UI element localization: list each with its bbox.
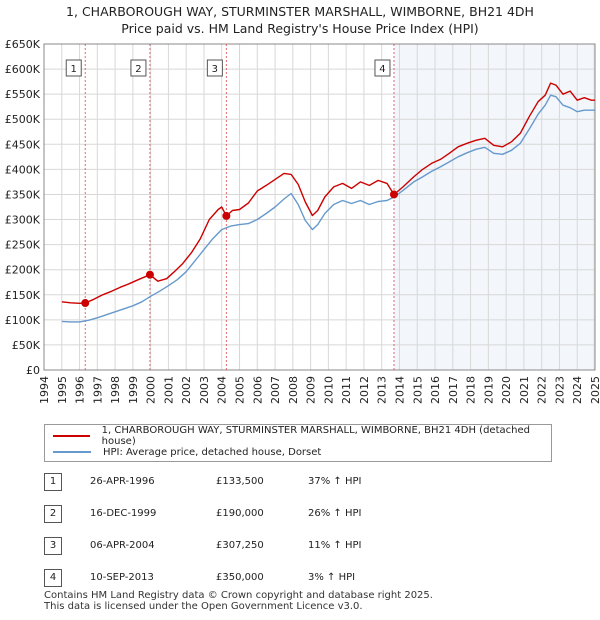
x-tick-label: 2011 bbox=[340, 376, 353, 404]
x-tick-label: 2012 bbox=[358, 376, 371, 404]
sale-number-badge: 2 bbox=[44, 505, 62, 523]
x-tick-label: 2019 bbox=[482, 376, 495, 404]
legend-swatch-property bbox=[53, 435, 90, 437]
x-tick-label: 2015 bbox=[411, 376, 424, 404]
sale-hpi-change: 37% ↑ HPI bbox=[308, 476, 362, 487]
legend: 1, CHARBOROUGH WAY, STURMINSTER MARSHALL… bbox=[44, 424, 552, 462]
sale-marker-label: 2 bbox=[135, 64, 141, 75]
x-tick-label: 1996 bbox=[74, 376, 87, 404]
sale-marker-box bbox=[374, 59, 391, 77]
x-tick-label: 2009 bbox=[305, 376, 318, 404]
x-tick-label: 2010 bbox=[322, 376, 335, 404]
sale-marker-box bbox=[130, 59, 147, 77]
sale-row: 3 06-APR-2004 £307,250 11% ↑ HPI bbox=[44, 537, 564, 557]
sale-marker-label: 4 bbox=[379, 64, 385, 75]
x-tick-label: 2018 bbox=[465, 376, 478, 404]
title-line-1: 1, CHARBOROUGH WAY, STURMINSTER MARSHALL… bbox=[66, 4, 534, 19]
y-tick-label: £400K bbox=[5, 163, 41, 176]
sale-point bbox=[81, 299, 90, 308]
sale-hpi-change: 26% ↑ HPI bbox=[308, 508, 362, 519]
future-region bbox=[593, 44, 595, 370]
y-tick-label: £550K bbox=[5, 88, 41, 101]
x-tick-label: 2023 bbox=[553, 376, 566, 404]
ownership-band bbox=[393, 44, 595, 370]
y-tick-label: £0 bbox=[26, 364, 40, 377]
sale-marker-label: 3 bbox=[212, 64, 218, 75]
y-tick-label: £300K bbox=[5, 214, 41, 227]
sale-price: £190,000 bbox=[216, 508, 264, 519]
legend-swatch-hpi bbox=[53, 451, 91, 453]
plot-border bbox=[43, 43, 596, 371]
y-tick-label: £50K bbox=[12, 339, 41, 352]
x-tick-label: 2005 bbox=[234, 376, 247, 404]
sale-row: 2 16-DEC-1999 £190,000 26% ↑ HPI bbox=[44, 505, 564, 525]
sale-date: 06-APR-2004 bbox=[90, 540, 155, 551]
sale-row: 1 26-APR-1996 £133,500 37% ↑ HPI bbox=[44, 473, 564, 493]
x-tick-label: 2006 bbox=[251, 376, 264, 404]
y-tick-label: £150K bbox=[5, 289, 41, 302]
y-tick-label: £650K bbox=[5, 38, 41, 51]
legend-item-hpi: HPI: Average price, detached house, Dors… bbox=[53, 444, 321, 460]
footer-attribution: Contains HM Land Registry data © Crown c… bbox=[44, 590, 433, 612]
x-tick-label: 2025 bbox=[589, 376, 600, 404]
x-tick-label: 2008 bbox=[287, 376, 300, 404]
sale-date: 26-APR-1996 bbox=[90, 476, 155, 487]
x-tick-label: 1994 bbox=[38, 376, 51, 404]
footer-line-1: Contains HM Land Registry data © Crown c… bbox=[44, 590, 433, 601]
sale-point bbox=[389, 190, 398, 199]
x-tick-label: 2002 bbox=[180, 376, 193, 404]
x-tick-label: 1995 bbox=[56, 376, 69, 404]
x-tick-label: 1998 bbox=[109, 376, 122, 404]
y-tick-label: £600K bbox=[5, 63, 41, 76]
y-tick-label: £350K bbox=[5, 188, 41, 201]
sale-marker-box bbox=[65, 59, 82, 77]
y-tick-label: £100K bbox=[5, 314, 41, 327]
sale-number-badge: 3 bbox=[44, 537, 62, 555]
footer-line-2: This data is licensed under the Open Gov… bbox=[44, 601, 363, 612]
x-tick-label: 2016 bbox=[429, 376, 442, 404]
x-tick-label: 2004 bbox=[216, 376, 229, 404]
x-tick-label: 2001 bbox=[162, 376, 175, 404]
legend-label-property: 1, CHARBOROUGH WAY, STURMINSTER MARSHALL… bbox=[101, 425, 530, 447]
x-tick-label: 2003 bbox=[198, 376, 211, 404]
x-tick-label: 2022 bbox=[536, 376, 549, 404]
sale-price: £133,500 bbox=[216, 476, 264, 487]
y-tick-label: £500K bbox=[5, 113, 41, 126]
sale-number-badge: 1 bbox=[44, 473, 62, 491]
sale-date: 16-DEC-1999 bbox=[90, 508, 157, 519]
x-tick-label: 2021 bbox=[518, 376, 531, 404]
legend-label-hpi: HPI: Average price, detached house, Dors… bbox=[103, 446, 322, 458]
legend-item-property: 1, CHARBOROUGH WAY, STURMINSTER MARSHALL… bbox=[53, 425, 551, 447]
hpi-line bbox=[61, 94, 595, 323]
x-tick-label: 2024 bbox=[571, 376, 584, 404]
y-tick-label: £450K bbox=[5, 138, 41, 151]
sale-marker-box bbox=[206, 59, 223, 77]
sale-marker-label: 1 bbox=[71, 64, 77, 75]
sale-hpi-change: 11% ↑ HPI bbox=[308, 540, 362, 551]
x-tick-label: 1997 bbox=[91, 376, 104, 404]
chart-title: 1, CHARBOROUGH WAY, STURMINSTER MARSHALL… bbox=[0, 3, 600, 37]
sale-date: 10-SEP-2013 bbox=[90, 572, 154, 583]
x-tick-label: 2013 bbox=[376, 376, 389, 404]
sale-point bbox=[222, 211, 231, 220]
price-chart: £0 £50K £100K £150K £200K £250K £300K £350K £400… bbox=[5, 38, 600, 404]
x-tick-label: 1999 bbox=[127, 376, 140, 404]
sale-row: 4 10-SEP-2013 £350,000 3% ↑ HPI bbox=[44, 569, 564, 589]
sale-price: £307,250 bbox=[216, 540, 264, 551]
sale-price: £350,000 bbox=[216, 572, 264, 583]
title-line-2: Price paid vs. HM Land Registry's House … bbox=[121, 21, 479, 36]
x-tick-label: 2014 bbox=[393, 376, 406, 404]
x-tick-label: 2017 bbox=[447, 376, 460, 404]
sale-point bbox=[145, 270, 154, 279]
x-tick-label: 2020 bbox=[500, 376, 513, 404]
y-tick-label: £200K bbox=[5, 264, 41, 277]
x-tick-label: 2007 bbox=[269, 376, 282, 404]
sale-number-badge: 4 bbox=[44, 569, 62, 587]
x-tick-label: 2000 bbox=[145, 376, 158, 404]
y-tick-label: £250K bbox=[5, 239, 41, 252]
sale-hpi-change: 3% ↑ HPI bbox=[308, 572, 356, 583]
